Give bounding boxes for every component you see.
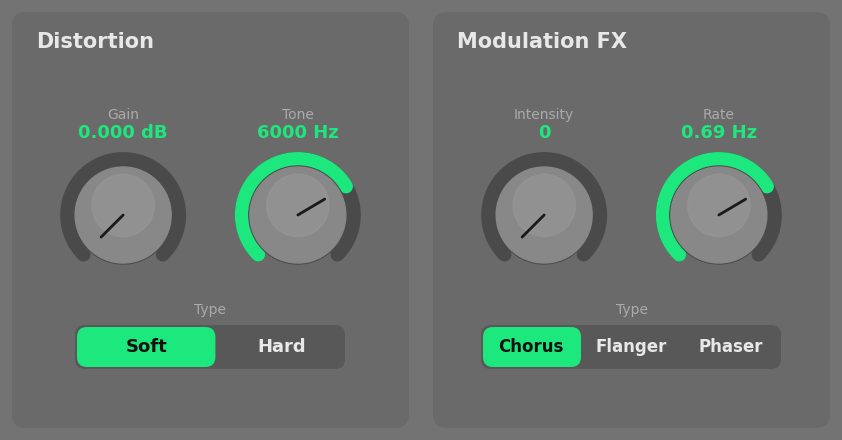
Text: 6000 Hz: 6000 Hz: [257, 124, 338, 142]
Text: 0: 0: [538, 124, 551, 142]
FancyBboxPatch shape: [75, 325, 345, 369]
Circle shape: [250, 167, 346, 263]
Circle shape: [688, 174, 750, 237]
Text: Rate: Rate: [703, 108, 735, 122]
FancyBboxPatch shape: [77, 327, 216, 367]
Circle shape: [75, 167, 171, 263]
Circle shape: [495, 166, 593, 264]
Text: Phaser: Phaser: [699, 338, 763, 356]
Text: Modulation FX: Modulation FX: [457, 32, 627, 52]
Circle shape: [92, 174, 154, 237]
Circle shape: [267, 174, 329, 237]
FancyBboxPatch shape: [433, 12, 830, 428]
Text: Soft: Soft: [125, 338, 167, 356]
FancyBboxPatch shape: [483, 327, 581, 367]
Text: Type: Type: [195, 303, 226, 317]
Circle shape: [496, 167, 592, 263]
Text: 0.69 Hz: 0.69 Hz: [681, 124, 757, 142]
Text: Distortion: Distortion: [36, 32, 154, 52]
Text: Tone: Tone: [282, 108, 314, 122]
Text: Type: Type: [616, 303, 647, 317]
Circle shape: [74, 166, 172, 264]
Circle shape: [671, 167, 767, 263]
Text: Chorus: Chorus: [498, 338, 563, 356]
FancyBboxPatch shape: [12, 12, 409, 428]
Circle shape: [670, 166, 768, 264]
Text: Gain: Gain: [107, 108, 139, 122]
Circle shape: [513, 174, 575, 237]
Text: Hard: Hard: [257, 338, 306, 356]
Text: Flanger: Flanger: [595, 338, 667, 356]
Circle shape: [249, 166, 347, 264]
FancyBboxPatch shape: [481, 325, 781, 369]
Text: Intensity: Intensity: [514, 108, 574, 122]
Text: 0.000 dB: 0.000 dB: [78, 124, 168, 142]
